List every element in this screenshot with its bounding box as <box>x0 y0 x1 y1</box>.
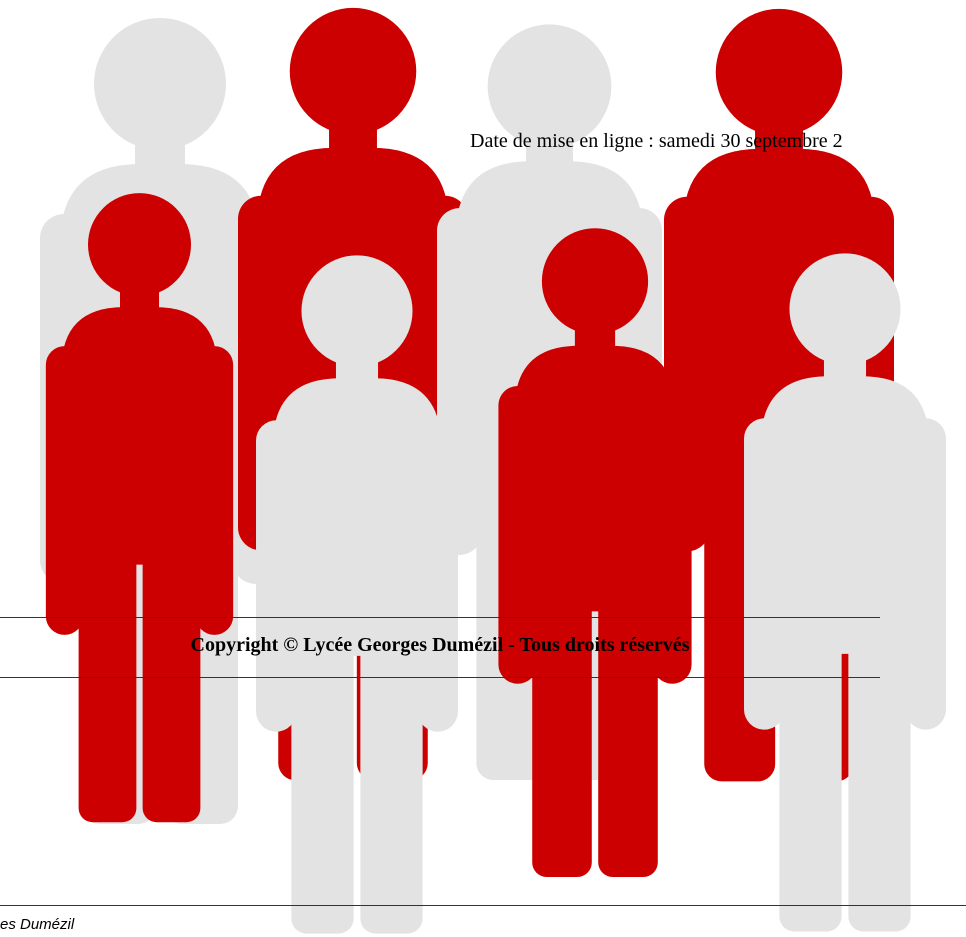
page: {"article": {"date_line": "Date de mise … <box>0 0 966 937</box>
separator <box>0 677 880 678</box>
separator <box>0 617 880 618</box>
site-name: es Dumézil <box>0 916 74 933</box>
publication-date: Date de mise en ligne : samedi 30 septem… <box>470 130 843 153</box>
stage: Date de mise en ligne : samedi 30 septem… <box>0 0 966 937</box>
body: Date de mise en ligne : samedi 30 septem… <box>0 0 966 937</box>
separator <box>0 905 966 906</box>
copyright: Copyright © Lycée Georges Dumézil - Tous… <box>0 634 880 657</box>
